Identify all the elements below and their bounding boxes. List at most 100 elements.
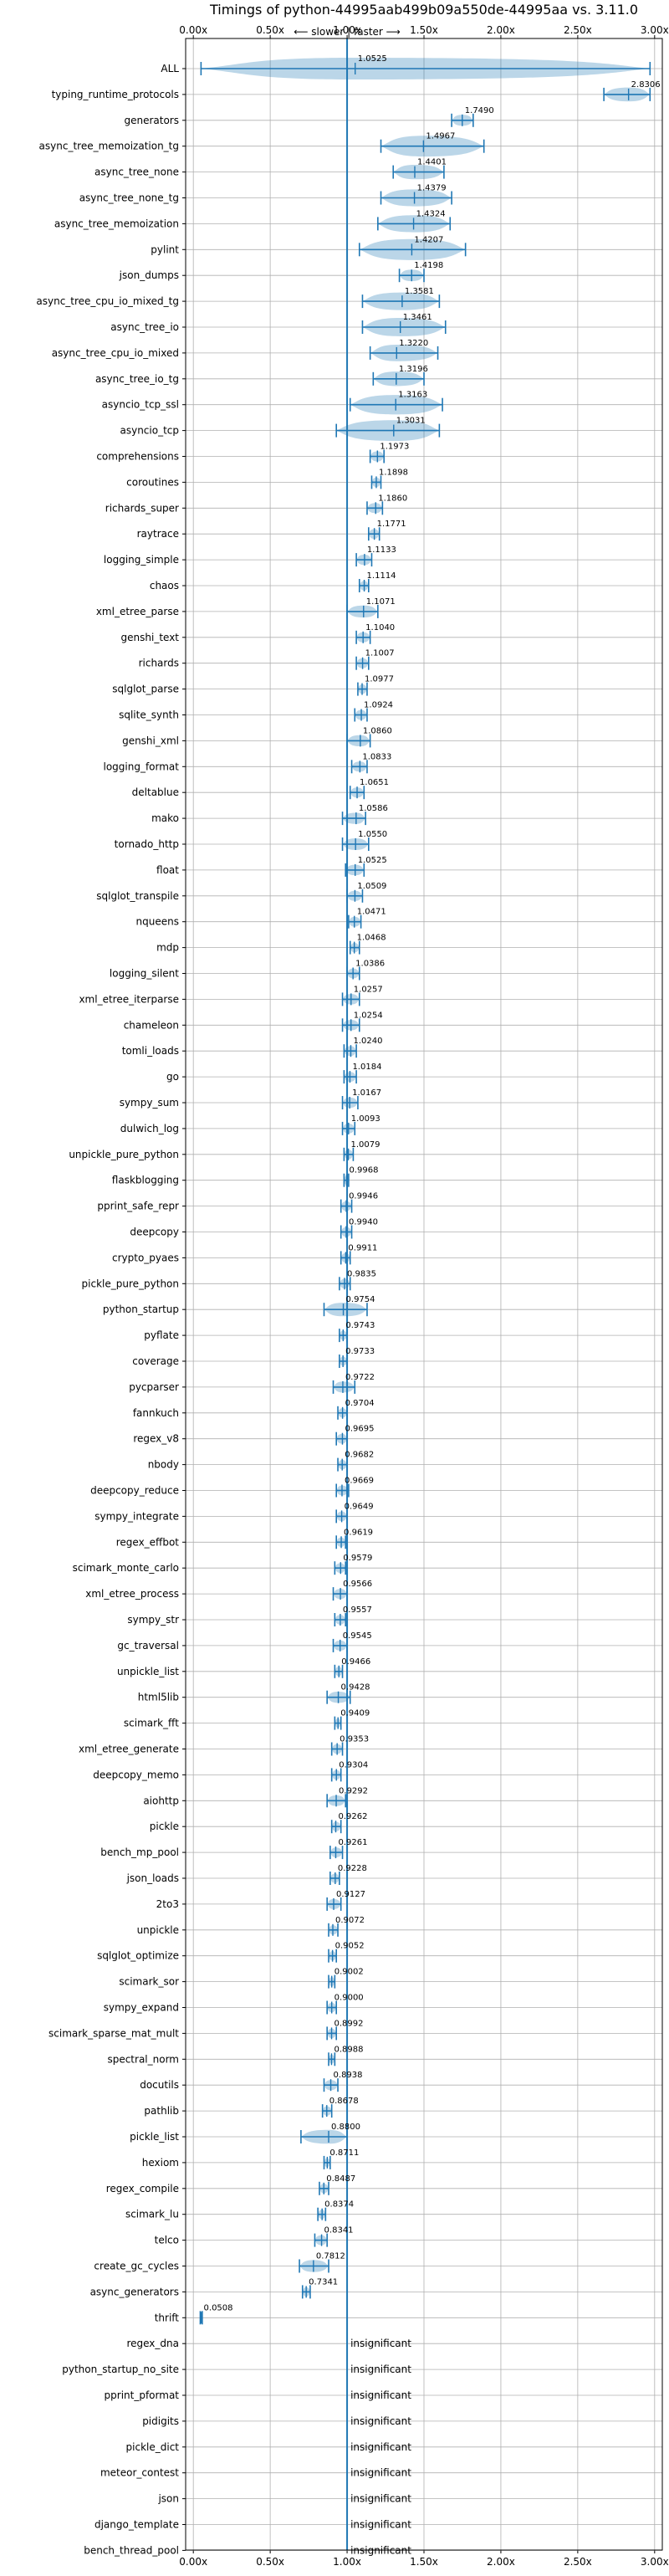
category-label: async_tree_memoization	[54, 218, 179, 229]
data-label: 0.0508	[204, 2303, 233, 2312]
data-label: 1.0167	[352, 1088, 381, 1098]
category-label: aiohttp	[143, 1795, 179, 1806]
data-label: 0.8341	[324, 2226, 354, 2235]
data-label: 0.9940	[349, 1218, 378, 1227]
x-tick-label-top: 1.00x	[333, 24, 361, 36]
category-label: regex_dna	[126, 2338, 179, 2349]
data-label: 0.9733	[345, 1347, 375, 1356]
category-label: pickle_dict	[126, 2441, 180, 2453]
x-tick-label-bottom: 2.50x	[564, 2556, 592, 2568]
category-label: pycparser	[129, 1381, 179, 1393]
data-label: 1.1133	[367, 545, 396, 555]
data-label: 1.0240	[353, 1037, 382, 1046]
category-label: xml_etree_iterparse	[79, 993, 179, 1005]
data-label: 1.0651	[360, 778, 389, 787]
data-label: 0.9704	[345, 1399, 375, 1408]
category-label: chameleon	[124, 1019, 179, 1031]
data-label: 0.9002	[334, 1968, 364, 1977]
marks-layer	[199, 38, 651, 2550]
category-label: json_dumps	[119, 269, 179, 281]
category-label: thrift	[155, 2312, 180, 2323]
category-label: pickle_list	[130, 2131, 179, 2143]
data-label: 1.0833	[362, 752, 391, 761]
category-label: xml_etree_process	[85, 1588, 179, 1600]
data-label: 1.3581	[405, 287, 434, 296]
data-label: 1.0468	[357, 934, 386, 943]
data-label: 1.4207	[414, 235, 443, 244]
insignificant-label: insignificant	[350, 2493, 411, 2505]
category-label: hexiom	[142, 2157, 179, 2169]
data-label: 0.9261	[338, 1838, 367, 1847]
category-label: nbody	[148, 1459, 179, 1471]
category-label: chaos	[150, 580, 179, 592]
data-label: 0.9127	[336, 1890, 365, 1899]
category-label: async_tree_none_tg	[79, 192, 179, 204]
category-label: xml_etree_generate	[79, 1744, 179, 1755]
category-label: python_startup	[103, 1303, 179, 1315]
data-label: 1.1973	[380, 443, 409, 452]
data-label: 0.8938	[334, 2071, 363, 2080]
category-label: telco	[155, 2235, 179, 2246]
category-label: asyncio_tcp	[120, 425, 179, 437]
data-label: 0.9649	[345, 1502, 374, 1511]
category-label: gc_traversal	[117, 1640, 179, 1652]
data-label: 1.3163	[398, 391, 427, 400]
data-label: 0.8374	[324, 2200, 354, 2210]
category-label: scimark_lu	[125, 2209, 179, 2220]
data-label: 1.0860	[363, 726, 392, 735]
category-label: async_tree_cpu_io_mixed	[52, 347, 179, 359]
data-label: 1.0257	[354, 985, 383, 994]
data-label: 1.0093	[351, 1114, 380, 1124]
category-label: pylint	[151, 243, 179, 255]
x-tick-label-bottom: 0.00x	[179, 2556, 207, 2568]
category-label: logging_silent	[110, 968, 179, 980]
data-label: 0.9669	[345, 1477, 374, 1486]
data-label: 1.1898	[379, 468, 408, 477]
category-label: unpickle_list	[117, 1666, 179, 1677]
category-label: nqueens	[136, 916, 179, 928]
category-label: logging_format	[103, 761, 179, 772]
data-label: 1.1860	[378, 494, 407, 503]
category-label: richards	[139, 658, 179, 669]
category-label: spectral_norm	[107, 2053, 179, 2065]
insignificant-label: insignificant	[350, 2415, 411, 2427]
category-label: pprint_pformat	[105, 2389, 180, 2401]
category-label: meteor_contest	[100, 2467, 179, 2479]
data-label: 0.9722	[345, 1373, 375, 1382]
data-label: 2.8306	[631, 80, 661, 90]
x-tick-label-bottom: 0.50x	[256, 2556, 284, 2568]
category-label: crypto_pyaes	[112, 1252, 179, 1263]
data-label: 0.9743	[345, 1321, 375, 1330]
category-label: async_tree_io_tg	[95, 373, 179, 385]
insignificant-label: insignificant	[350, 2519, 411, 2531]
data-label: 1.1040	[365, 623, 395, 632]
data-label: 0.9466	[341, 1657, 370, 1667]
data-label: 1.0924	[364, 701, 393, 710]
data-label: 1.0550	[358, 830, 387, 839]
data-label: 1.0509	[357, 882, 386, 891]
data-label: 0.9000	[334, 1994, 364, 2003]
category-label: async_tree_memoization_tg	[39, 141, 179, 152]
category-label: django_template	[94, 2519, 179, 2531]
category-label: pyflate	[144, 1329, 179, 1341]
category-label: create_gc_cycles	[94, 2261, 179, 2272]
data-label: 1.0184	[352, 1063, 381, 1072]
insignificant-label: insignificant	[350, 2467, 411, 2479]
data-label: 1.4198	[414, 261, 443, 270]
category-label: flaskblogging	[112, 1175, 179, 1186]
category-label: sympy_expand	[104, 2002, 179, 2014]
data-label: 1.3196	[399, 365, 428, 374]
category-label: async_tree_cpu_io_mixed_tg	[36, 295, 179, 307]
x-tick-label-top: 2.50x	[564, 24, 592, 36]
category-label: 2to3	[156, 1898, 179, 1910]
data-label: 0.9579	[343, 1554, 372, 1563]
data-label: 0.9619	[344, 1528, 373, 1537]
data-label: 1.0254	[354, 1011, 383, 1020]
category-label: unpickle	[137, 1924, 179, 1936]
category-label: deltablue	[132, 786, 179, 798]
plot-frame	[185, 38, 663, 2551]
category-label: ALL	[161, 63, 179, 74]
category-label: sqlglot_parse	[112, 684, 179, 695]
data-label: 1.4379	[417, 184, 447, 193]
